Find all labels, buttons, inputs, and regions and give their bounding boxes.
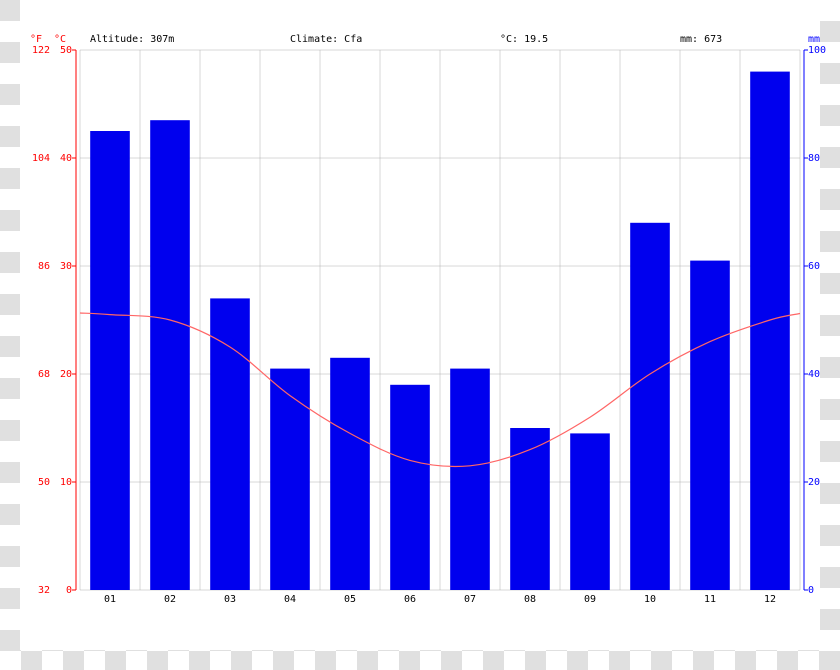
celsius-tick-label: 20: [60, 369, 72, 380]
celsius-tick-label: 0: [66, 585, 72, 596]
precip-bar: [450, 369, 490, 590]
precip-bar: [510, 428, 550, 590]
mm-tick-label: 40: [808, 369, 820, 380]
month-label: 02: [164, 594, 176, 605]
mm-tick-label: 0: [808, 585, 814, 596]
mm-tick-label: 100: [808, 45, 826, 56]
precip-bar: [630, 223, 670, 590]
month-label: 06: [404, 594, 416, 605]
month-label: 10: [644, 594, 656, 605]
climate-chart: Altitude: 307m Climate: Cfa °C: 19.5 mm: 67…: [0, 0, 840, 670]
header-label: Climate: Cfa: [290, 34, 362, 45]
month-label: 08: [524, 594, 536, 605]
month-label: 01: [104, 594, 116, 605]
precip-bar: [90, 131, 130, 590]
month-label: 04: [284, 594, 296, 605]
header-label: mm: 673: [680, 34, 722, 45]
mm-tick-label: 60: [808, 261, 820, 272]
fahrenheit-tick-label: 122: [32, 45, 50, 56]
precip-bar: [330, 358, 370, 590]
month-label: 12: [764, 594, 776, 605]
celsius-tick-label: 40: [60, 153, 72, 164]
fahrenheit-tick-label: 32: [38, 585, 50, 596]
fahrenheit-tick-label: 68: [38, 369, 50, 380]
precip-bar: [750, 72, 790, 590]
month-label: 11: [704, 594, 716, 605]
precip-bar: [570, 433, 610, 590]
celsius-axis-title: °C: [54, 34, 66, 45]
month-label: 09: [584, 594, 596, 605]
fahrenheit-tick-label: 86: [38, 261, 50, 272]
climate-chart-svg: Altitude: 307m Climate: Cfa °C: 19.5 mm: 67…: [0, 0, 840, 670]
mm-tick-label: 20: [808, 477, 820, 488]
celsius-tick-label: 10: [60, 477, 72, 488]
mm-axis-title: mm: [808, 34, 820, 45]
precip-bar: [270, 369, 310, 590]
precip-bar: [690, 261, 730, 590]
celsius-tick-label: 50: [60, 45, 72, 56]
month-label: 05: [344, 594, 356, 605]
fahrenheit-tick-label: 104: [32, 153, 50, 164]
precip-bar: [390, 385, 430, 590]
fahrenheit-axis-title: °F: [30, 34, 42, 45]
precip-bar: [210, 298, 250, 590]
month-label: 07: [464, 594, 476, 605]
fahrenheit-tick-label: 50: [38, 477, 50, 488]
header-label: Altitude: 307m: [90, 34, 174, 45]
precip-bar: [150, 120, 190, 590]
month-label: 03: [224, 594, 236, 605]
celsius-tick-label: 30: [60, 261, 72, 272]
header-label: °C: 19.5: [500, 34, 548, 45]
mm-tick-label: 80: [808, 153, 820, 164]
